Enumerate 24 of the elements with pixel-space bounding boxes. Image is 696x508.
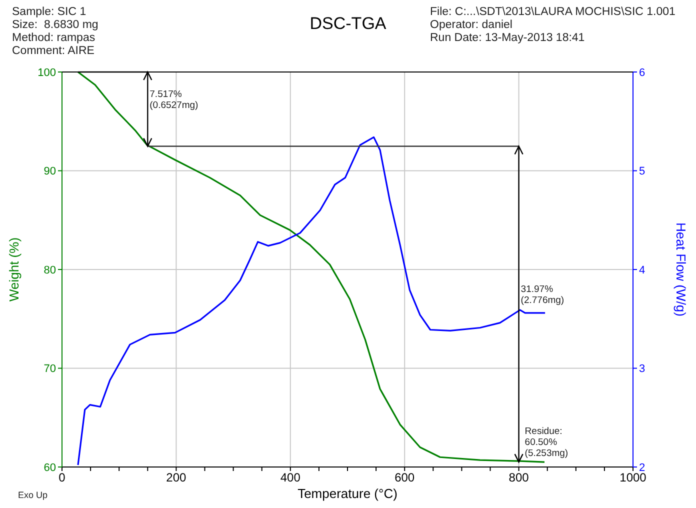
annotation: 7.517% (0.6527mg) <box>150 89 198 112</box>
y-tick-label: 70 <box>44 363 56 376</box>
y-tick-label: 80 <box>44 264 56 276</box>
x-tick-label: 0 <box>58 470 66 485</box>
x-tick-label: 800 <box>508 470 530 485</box>
annotation: 31.97% (2.776mg) <box>520 284 564 306</box>
y2-axis-title: Heat Flow (W/g) <box>673 222 688 316</box>
y-tick-label: 60 <box>44 462 56 474</box>
y2-tick-label: 5 <box>639 166 646 178</box>
x-tick-label: 400 <box>280 470 301 485</box>
chart-title: DSC-TGA <box>310 14 386 33</box>
annotation: Residue: 60.50% (5.253mg) <box>524 426 568 460</box>
y-axis-title: Weight (%) <box>6 237 22 302</box>
x-tick-label: 600 <box>394 470 415 485</box>
x-axis-title: Temperature (°C) <box>298 486 398 502</box>
x-tick-label: 200 <box>166 470 187 485</box>
text: File: C:...\SDT\2013\LAURA MOCHIS\SIC 1.001 Operator: daniel Run Date: 13-May-2013 18:41 <box>430 6 676 45</box>
y2-tick-label: 3 <box>639 363 646 376</box>
text: Sample: SIC 1 Size: 8.6830 mg Method: rampas Comment: AIRE <box>12 6 98 58</box>
y2-tick-label: 4 <box>639 264 646 276</box>
text: Exo Up <box>18 489 48 502</box>
y-tick-label: 100 <box>38 66 56 79</box>
y2-tick-label: 6 <box>639 66 646 79</box>
y-tick-label: 90 <box>44 166 56 178</box>
